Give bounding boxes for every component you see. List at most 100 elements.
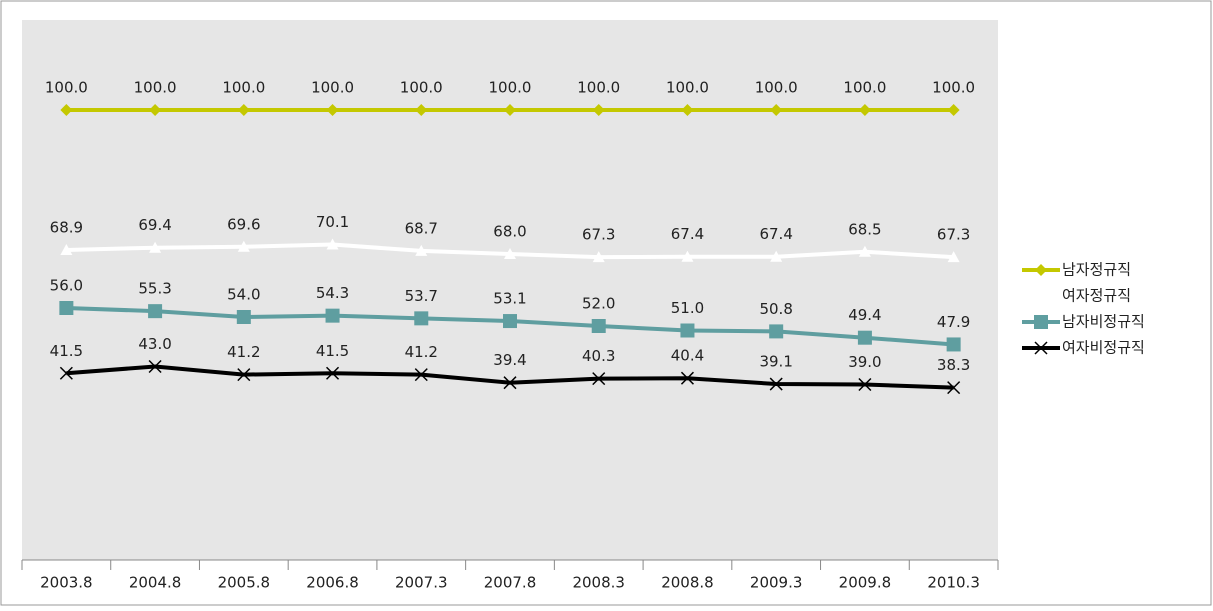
data-label: 54.0 (227, 286, 260, 304)
x-tick-label: 2007.8 (484, 574, 537, 592)
point (60, 104, 73, 116)
x-tick-label: 2005.8 (218, 574, 271, 592)
point (59, 366, 73, 380)
data-label: 41.5 (316, 342, 349, 360)
data-label: 69.4 (138, 216, 171, 234)
data-label: 68.0 (493, 223, 526, 241)
point (415, 244, 428, 256)
data-label: 100.0 (400, 79, 443, 97)
data-label: 47.9 (937, 313, 970, 331)
point (1034, 341, 1048, 355)
point (149, 241, 162, 253)
point (592, 251, 605, 263)
point (504, 104, 516, 116)
point (680, 323, 695, 338)
point (858, 104, 871, 116)
point (947, 251, 960, 263)
point (149, 104, 162, 116)
data-label: 68.9 (50, 218, 83, 236)
data-label: 39.4 (493, 351, 526, 369)
point (237, 240, 250, 252)
point (947, 104, 960, 116)
point (148, 359, 162, 374)
data-label: 50.8 (759, 300, 792, 318)
point (592, 372, 606, 386)
point (858, 377, 872, 392)
point (1034, 315, 1048, 329)
point (857, 330, 872, 345)
point (1035, 290, 1047, 301)
point (770, 104, 783, 116)
data-label: 39.1 (759, 353, 792, 371)
data-label: 54.3 (316, 284, 349, 302)
data-label: 56.0 (50, 277, 83, 295)
data-label: 100.0 (222, 79, 265, 97)
point (326, 366, 340, 380)
point (414, 311, 429, 326)
data-label: 55.3 (138, 280, 171, 298)
data-label: 100.0 (843, 79, 886, 97)
point (415, 104, 428, 116)
data-label: 53.7 (405, 287, 438, 305)
point (946, 337, 961, 352)
point (769, 377, 783, 391)
data-label: 41.2 (405, 343, 438, 361)
point (503, 314, 517, 329)
data-label: 68.5 (848, 220, 881, 238)
data-label: 100.0 (45, 79, 88, 97)
data-label: 40.4 (671, 347, 704, 365)
data-label: 67.4 (671, 225, 704, 243)
point (770, 250, 783, 262)
point (237, 104, 250, 116)
x-tick-label: 2010.3 (927, 574, 980, 592)
point (591, 319, 606, 333)
legend-label: 남자비정규직 (1062, 313, 1145, 331)
x-tick-label: 2008.8 (661, 574, 714, 592)
data-label: 40.3 (582, 347, 615, 365)
data-label: 38.3 (937, 356, 970, 374)
point (947, 381, 961, 395)
data-label: 67.3 (582, 226, 615, 244)
data-label: 39.0 (848, 353, 881, 371)
point (858, 245, 871, 257)
point (680, 371, 694, 385)
data-label: 100.0 (666, 79, 709, 97)
x-tick-label: 2003.8 (40, 574, 93, 592)
data-label: 100.0 (489, 79, 532, 97)
data-label: 100.0 (134, 79, 177, 97)
point (236, 310, 251, 324)
point (326, 238, 339, 250)
data-label: 100.0 (577, 79, 620, 97)
data-label: 70.1 (316, 213, 349, 231)
data-label: 49.4 (848, 306, 881, 324)
legend-label: 여자정규직 (1062, 287, 1131, 305)
point (769, 324, 784, 339)
point (237, 368, 251, 382)
data-label: 67.4 (759, 225, 792, 243)
point (1035, 264, 1047, 276)
legend-label: 여자비정규직 (1062, 339, 1145, 357)
x-tick-label: 2004.8 (129, 574, 182, 592)
point (60, 243, 73, 255)
data-label: 53.1 (493, 290, 526, 308)
data-label: 68.7 (405, 219, 438, 237)
point (326, 104, 339, 116)
data-label: 100.0 (755, 79, 798, 97)
data-label: 67.3 (937, 226, 970, 244)
data-label: 41.5 (50, 342, 83, 360)
point (681, 104, 694, 116)
x-tick-label: 2009.8 (839, 574, 892, 592)
point (414, 368, 428, 382)
x-tick-label: 2007.3 (395, 574, 448, 592)
data-label: 100.0 (932, 79, 975, 97)
data-label: 41.2 (227, 343, 260, 361)
point (681, 250, 694, 262)
point (504, 248, 516, 259)
point (592, 104, 605, 116)
data-label: 52.0 (582, 295, 615, 313)
point (325, 308, 340, 323)
x-tick-label: 2006.8 (306, 574, 359, 592)
x-tick-label: 2009.3 (750, 574, 803, 592)
data-label: 100.0 (311, 79, 354, 97)
